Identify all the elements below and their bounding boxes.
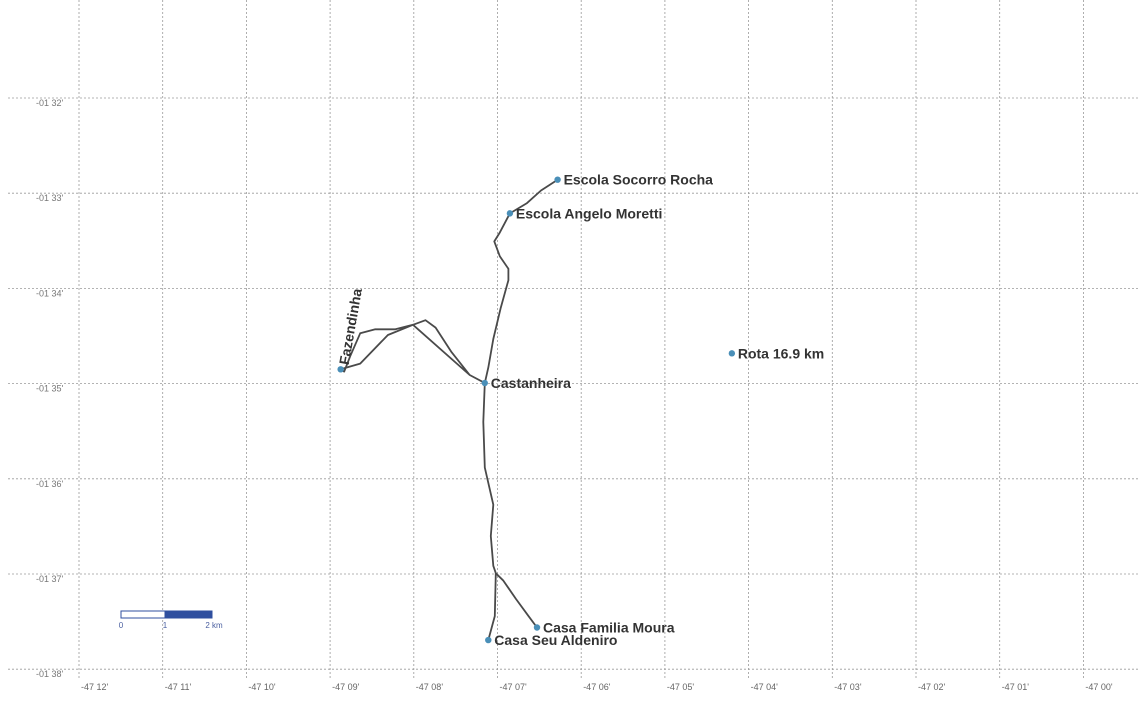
waypoint-label: Casa Familia Moura bbox=[543, 620, 675, 636]
waypoint-marker-icon[interactable] bbox=[481, 379, 488, 387]
scale-label-2km: 2 km bbox=[205, 621, 223, 630]
waypoint[interactable]: Escola Angelo Moretti bbox=[506, 205, 663, 221]
waypoint-marker-icon[interactable] bbox=[485, 636, 492, 644]
latitude-tick-label: -01 35' bbox=[36, 384, 64, 394]
waypoint-marker-icon[interactable] bbox=[506, 210, 514, 217]
longitude-tick-label: -47 01' bbox=[1002, 682, 1030, 692]
waypoint-label: Fazendinha bbox=[336, 287, 365, 366]
longitude-tick-label: -47 12' bbox=[81, 682, 109, 692]
waypoint[interactable]: Rota 16.9 km bbox=[728, 345, 825, 361]
waypoint[interactable]: Casa Seu Aldeniro bbox=[485, 632, 617, 648]
latitude-tick-label: -01 33' bbox=[36, 193, 64, 203]
waypoints: Escola Socorro Rocha Escola Angelo Morett… bbox=[336, 172, 824, 648]
waypoint-marker-icon[interactable] bbox=[554, 176, 561, 183]
waypoint-label: Escola Angelo Moretti bbox=[516, 205, 663, 221]
waypoint-marker-icon[interactable] bbox=[337, 366, 344, 373]
longitude-tick-label: -47 08' bbox=[416, 682, 444, 692]
longitude-tick-label: -47 03' bbox=[834, 682, 862, 692]
latitude-tick-label: -01 34' bbox=[36, 288, 64, 298]
scale-bar: 0 1 2 km bbox=[119, 610, 223, 630]
waypoint-label: Casa Seu Aldeniro bbox=[494, 632, 617, 648]
latitude-tick-label: -01 38' bbox=[36, 669, 64, 679]
waypoint[interactable]: Fazendinha bbox=[336, 287, 365, 373]
waypoint-label: Escola Socorro Rocha bbox=[564, 172, 714, 188]
scale-label-0: 0 bbox=[119, 621, 124, 630]
waypoint[interactable]: Escola Socorro Rocha bbox=[554, 172, 713, 188]
longitude-tick-label: -47 09' bbox=[332, 682, 360, 692]
longitude-tick-label: -47 10' bbox=[248, 682, 276, 692]
waypoint-marker-icon[interactable] bbox=[533, 624, 541, 631]
longitude-tick-label: -47 07' bbox=[500, 682, 528, 692]
longitude-tick-labels: -47 12' -47 11' -47 10' -47 09' -47 08' -47 0… bbox=[81, 682, 1113, 692]
longitude-tick-label: -47 02' bbox=[918, 682, 946, 692]
latitude-tick-labels: -01 32' -01 33' -01 34' -01 35' -01 36' -01 3… bbox=[36, 98, 64, 679]
waypoint-label: Castanheira bbox=[491, 375, 571, 391]
map-grid bbox=[8, 0, 1140, 680]
waypoint[interactable]: Casa Familia Moura bbox=[533, 620, 675, 636]
waypoint[interactable]: Castanheira bbox=[481, 375, 572, 391]
longitude-tick-label: -47 04' bbox=[751, 682, 779, 692]
scale-label-1: 1 bbox=[163, 621, 168, 630]
scale-bar-filled-segment bbox=[164, 610, 213, 619]
latitude-tick-label: -01 32' bbox=[36, 98, 64, 108]
latitude-tick-label: -01 37' bbox=[36, 574, 64, 584]
route-track bbox=[339, 178, 559, 641]
longitude-tick-label: -47 05' bbox=[667, 682, 695, 692]
waypoint-label: Rota 16.9 km bbox=[738, 345, 824, 361]
route-line bbox=[339, 178, 559, 641]
scale-bar-white-segment bbox=[120, 610, 166, 619]
longitude-tick-label: -47 00' bbox=[1085, 682, 1113, 692]
waypoint-marker-icon[interactable] bbox=[728, 350, 736, 357]
longitude-tick-label: -47 06' bbox=[583, 682, 611, 692]
latitude-tick-label: -01 36' bbox=[36, 479, 64, 489]
longitude-tick-label: -47 11' bbox=[165, 682, 192, 692]
